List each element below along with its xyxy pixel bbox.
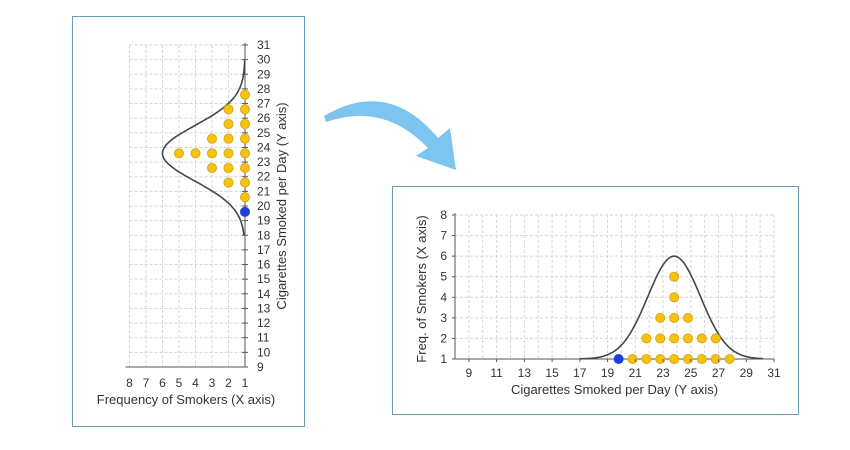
y-tick-label: 9 (257, 360, 264, 374)
data-point (239, 148, 250, 159)
data-point (696, 333, 707, 344)
rotated-dot-plot-panel: 9 10 11 12 13 14 15 16 17 18 19 20 21 22 23 24 25 26 27 28 2… (72, 16, 305, 427)
data-point (223, 119, 234, 130)
x-tick-label: 8 (126, 376, 133, 390)
y-tick-label: 6 (440, 249, 447, 263)
x-tick-label: 6 (159, 376, 166, 390)
y-tick-label: 16 (257, 258, 271, 272)
rotated-dot-plot: 9101112131415161718192021222324252627282… (97, 38, 289, 407)
x-tick-label: 2 (225, 376, 232, 390)
x-tick-label: 5 (176, 376, 183, 390)
data-point (239, 104, 250, 115)
data-point (669, 292, 680, 303)
y-tick-label: 5 (440, 270, 447, 284)
y-tick-label: 14 (257, 287, 271, 301)
y-tick-label: 30 (257, 53, 271, 67)
x-tick-label: 31 (767, 366, 781, 380)
y-tick-label: 24 (257, 140, 271, 154)
data-point (669, 271, 680, 282)
y-tick-label: 4 (440, 290, 447, 304)
data-point (641, 333, 652, 344)
y-tick-label: 17 (257, 243, 271, 257)
x-axis-title: Frequency of Smokers (X axis) (97, 392, 275, 407)
y-tick-label: 20 (257, 199, 271, 213)
data-point (206, 148, 217, 159)
highlight-point (239, 206, 250, 217)
y-tick-label: 1 (440, 352, 447, 366)
y-axis-title: Freq. of Smokers (X axis) (414, 215, 429, 362)
data-point (239, 133, 250, 144)
x-tick-label: 9 (466, 366, 473, 380)
y-tick-label: 11 (257, 331, 270, 345)
y-tick-label: 25 (257, 126, 271, 140)
x-tick-label: 7 (143, 376, 150, 390)
data-point (683, 333, 694, 344)
data-point (174, 148, 185, 159)
normal-curve (161, 59, 246, 236)
y-tick-label: 26 (257, 111, 271, 125)
y-tick-label: 3 (440, 311, 447, 325)
x-tick-label: 4 (192, 376, 199, 390)
y-tick-label: 31 (257, 38, 271, 52)
x-tick-label: 21 (629, 366, 643, 380)
x-tick-label: 13 (518, 366, 532, 380)
y-tick-label: 7 (440, 229, 447, 243)
y-tick-label: 28 (257, 82, 271, 96)
data-point (223, 148, 234, 159)
data-point (683, 312, 694, 323)
data-point (710, 333, 721, 344)
data-point (206, 162, 217, 173)
y-tick-label: 23 (257, 155, 271, 169)
x-tick-label: 29 (740, 366, 754, 380)
x-tick-label: 23 (656, 366, 670, 380)
data-point (696, 353, 707, 364)
y-tick-label: 8 (440, 208, 447, 222)
y-tick-label: 19 (257, 214, 271, 228)
y-tick-label: 21 (257, 184, 271, 198)
y-tick-label: 12 (257, 316, 271, 330)
x-tick-label: 27 (712, 366, 726, 380)
data-point (641, 353, 652, 364)
data-point (223, 104, 234, 115)
x-axis-title: Cigarettes Smoked per Day (Y axis) (511, 382, 718, 397)
y-tick-label: 22 (257, 170, 271, 184)
y-tick-label: 27 (257, 97, 271, 111)
x-tick-label: 11 (490, 366, 503, 380)
x-tick-label: 1 (242, 376, 249, 390)
data-point (206, 133, 217, 144)
x-tick-label: 17 (573, 366, 587, 380)
data-point (239, 162, 250, 173)
x-tick-label: 25 (684, 366, 698, 380)
y-tick-label: 10 (257, 345, 271, 359)
data-point (669, 333, 680, 344)
data-point (223, 133, 234, 144)
data-point (239, 89, 250, 100)
y-tick-label: 15 (257, 272, 271, 286)
data-point (239, 119, 250, 130)
y-tick-label: 2 (440, 331, 447, 345)
x-tick-label: 19 (601, 366, 615, 380)
data-point (239, 177, 250, 188)
x-tick-label: 3 (209, 376, 216, 390)
data-point (724, 353, 735, 364)
data-point (223, 162, 234, 173)
transform-arrow-icon (324, 101, 456, 170)
data-point (669, 312, 680, 323)
y-tick-label: 29 (257, 67, 271, 81)
y-tick-label: 13 (257, 301, 271, 315)
y-tick-label: 18 (257, 228, 271, 242)
normal-curve (579, 255, 763, 360)
highlight-point (613, 353, 624, 364)
data-point (239, 192, 250, 203)
data-point (655, 333, 666, 344)
data-point (190, 148, 201, 159)
data-point (669, 353, 680, 364)
data-point (655, 312, 666, 323)
y-axis-title: Cigarettes Smoked per Day (Y axis) (274, 102, 289, 309)
data-point (223, 177, 234, 188)
x-tick-label: 15 (545, 366, 559, 380)
